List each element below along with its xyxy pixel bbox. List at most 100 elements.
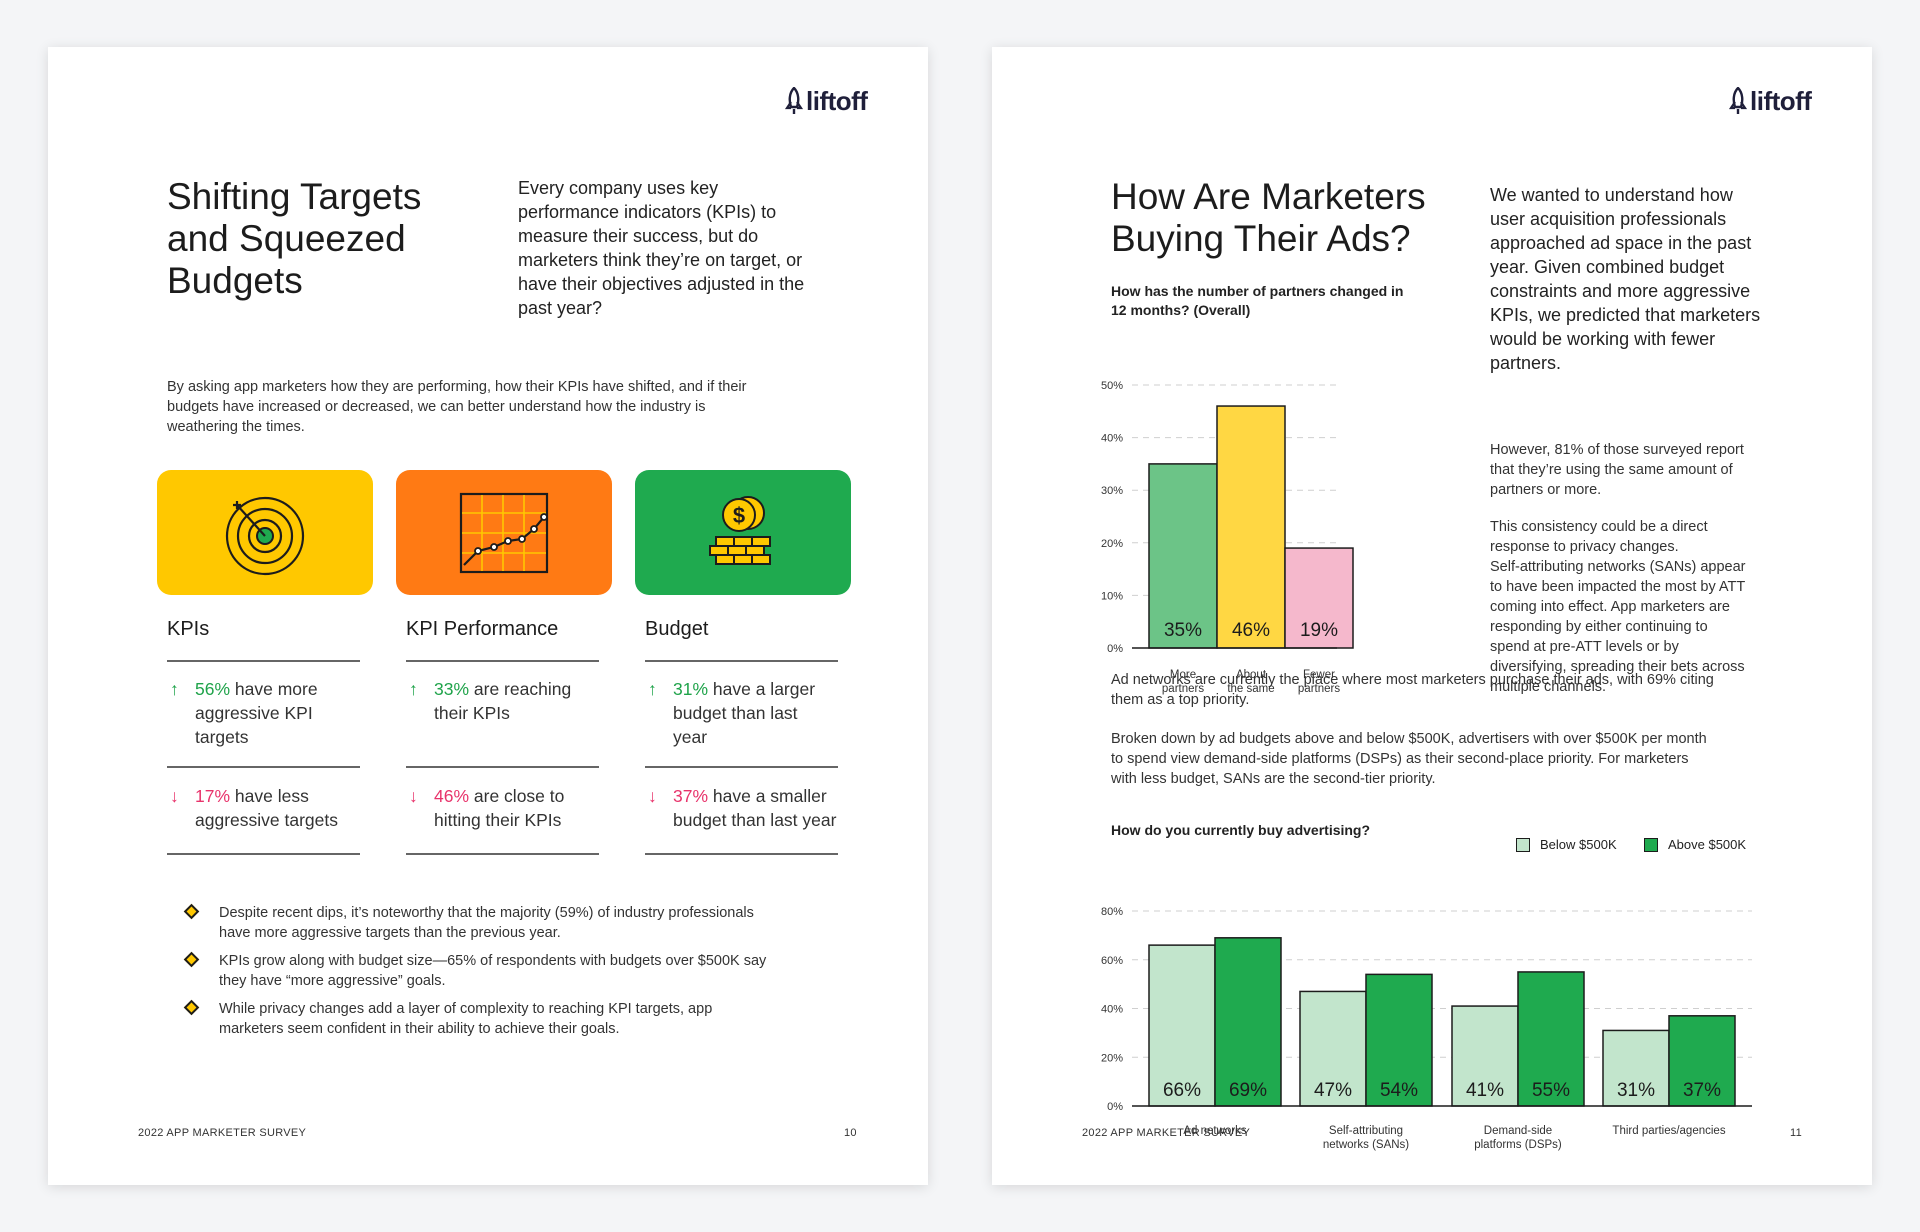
lead-line: user acquisition professionals <box>1490 209 1727 229</box>
stat-percent: 17% <box>195 786 231 806</box>
footer-label: 2022 APP MARKETER SURVEY <box>138 1127 307 1139</box>
chart-title-line: 12 months? (Overall) <box>1111 302 1251 318</box>
stat-text: have a larger <box>712 679 816 699</box>
paragraph-line: Self-attributing networks (SANs) appear <box>1490 559 1746 575</box>
liftoff-logo: liftoff <box>784 84 868 118</box>
x-tick-label: networks (SANs) <box>1323 1139 1409 1151</box>
paragraph-line: with less budget, SANs are the second-ti… <box>1111 771 1436 787</box>
title-line: How Are Marketers <box>1111 176 1426 217</box>
data-label: 46% <box>1232 620 1270 641</box>
divider <box>167 660 360 662</box>
side-paragraph-2: This consistency could be a direct respo… <box>1490 517 1820 697</box>
bullet-line: Despite recent dips, it’s noteworthy tha… <box>219 905 754 921</box>
diamond-bullet-icon <box>183 951 200 968</box>
bullet-line: KPIs grow along with budget size—65% of … <box>219 953 767 969</box>
x-tick-label: Third parties/agencies <box>1612 1125 1725 1137</box>
lead-line: would be working with fewer <box>1490 329 1716 349</box>
title-line: Buying Their Ads? <box>1111 218 1411 259</box>
stat-text: have a smaller <box>712 786 827 806</box>
stat-percent: 46% <box>434 786 470 806</box>
y-tick-label: 0% <box>1107 1101 1123 1113</box>
legend-item-above: Above $500K <box>1644 837 1746 852</box>
rocket-icon <box>784 87 804 114</box>
title-line: Budgets <box>167 260 303 301</box>
divider <box>645 766 838 768</box>
stat-text: hitting their KPIs <box>434 810 562 830</box>
data-label: 55% <box>1532 1080 1570 1101</box>
diamond-bullet-icon <box>183 903 200 920</box>
bar <box>1517 971 1585 1107</box>
bar <box>1216 405 1286 649</box>
arrow-down-icon: ↓ <box>409 786 418 806</box>
legend-label: Above $500K <box>1668 837 1747 852</box>
rocket-icon <box>1728 87 1748 114</box>
divider <box>406 766 599 768</box>
page-10: liftoff Shifting Targets and Squeezed Bu… <box>48 47 928 1185</box>
kpi-performance-down-stat: ↓ 46% are close to hitting their KPIs <box>409 784 609 834</box>
lead-line: KPIs, we predicted that marketers <box>1490 305 1761 325</box>
y-tick-label: 40% <box>1101 1004 1123 1016</box>
data-label: 66% <box>1163 1080 1201 1101</box>
data-label: 31% <box>1617 1080 1655 1101</box>
lead-paragraph: We wanted to understand how user acquisi… <box>1490 183 1810 375</box>
partners-bar-chart: 0% 10% 20% 30% 40% 50% 35% More partners 46% About… <box>1101 380 1354 695</box>
page-title: How Are Marketers Buying Their Ads? <box>1111 176 1471 260</box>
legend-label: Below $500K <box>1540 837 1617 852</box>
bar <box>1365 973 1433 1107</box>
y-tick-label: 20% <box>1101 538 1123 550</box>
chart-title-line: How has the number of partners changed i… <box>1111 283 1404 299</box>
legend-swatch <box>1516 837 1530 852</box>
bar <box>1284 547 1354 649</box>
arrow-up-icon: ↑ <box>170 679 179 699</box>
paragraph-line: them as a top priority. <box>1111 692 1250 708</box>
budget-card: $ <box>635 470 851 595</box>
side-paragraph-1: However, 81% of those surveyed report th… <box>1490 440 1820 500</box>
lead-line: performance indicators (KPIs) to <box>518 202 777 222</box>
arrow-down-icon: ↓ <box>170 786 179 806</box>
stat-text: have less <box>234 786 309 806</box>
stat-text: budget than last year <box>673 810 837 830</box>
stat-text: targets <box>195 727 249 747</box>
bar <box>1299 990 1367 1107</box>
paragraph-line: However, 81% of those surveyed report <box>1490 442 1744 458</box>
divider <box>645 660 838 662</box>
x-tick-label: Demand-side <box>1484 1125 1552 1137</box>
stat-text: aggressive targets <box>195 810 338 830</box>
x-tick-label: the same <box>1227 683 1274 695</box>
dollar-coins-icon: $ <box>709 495 771 565</box>
stat-text: are reaching <box>473 679 572 699</box>
bullet-line: they have “more aggressive” goals. <box>219 973 446 989</box>
data-label: 19% <box>1300 620 1338 641</box>
bullet-item: While privacy changes add a layer of com… <box>183 999 712 1039</box>
x-tick-label: Self-attributing <box>1329 1125 1403 1137</box>
divider <box>645 853 838 855</box>
lead-line: constraints and more aggressive <box>1490 281 1751 301</box>
y-tick-label: 10% <box>1101 590 1123 602</box>
stat-percent: 31% <box>673 679 709 699</box>
lead-paragraph: Every company uses key performance indic… <box>518 176 878 320</box>
paragraph-line: spend at pre-ATT levels or by <box>1490 639 1679 655</box>
paragraph-line: Broken down by ad budgets above and belo… <box>1111 731 1707 747</box>
kpi-performance-card <box>396 470 612 595</box>
data-label: 47% <box>1314 1080 1352 1101</box>
budget-up-stat: ↑ 31% have a larger budget than last yea… <box>648 677 848 752</box>
lead-line: approached ad space in the past <box>1490 233 1752 253</box>
page-number: 10 <box>844 1127 857 1139</box>
y-tick-label: 20% <box>1101 1052 1123 1064</box>
lead-line: have their objectives adjusted in the <box>518 274 805 294</box>
body-paragraph-3: Ad networks are currently the place wher… <box>1111 670 1831 710</box>
arrow-up-icon: ↑ <box>648 679 657 699</box>
target-icon <box>225 496 305 575</box>
divider <box>406 660 599 662</box>
kpi-performance-column-title: KPI Performance <box>406 618 559 640</box>
lead-line: marketers think they’re on target, or <box>518 250 803 270</box>
arrow-down-icon: ↓ <box>648 786 657 806</box>
x-tick-label: partners <box>1162 683 1204 695</box>
divider <box>167 766 360 768</box>
stat-text: their KPIs <box>434 703 510 723</box>
bullet-item: Despite recent dips, it’s noteworthy tha… <box>183 903 754 943</box>
divider <box>406 853 599 855</box>
data-label: 41% <box>1466 1080 1504 1101</box>
liftoff-logo: liftoff <box>1728 84 1812 118</box>
paragraph-line: responding by either continuing to <box>1490 619 1708 635</box>
